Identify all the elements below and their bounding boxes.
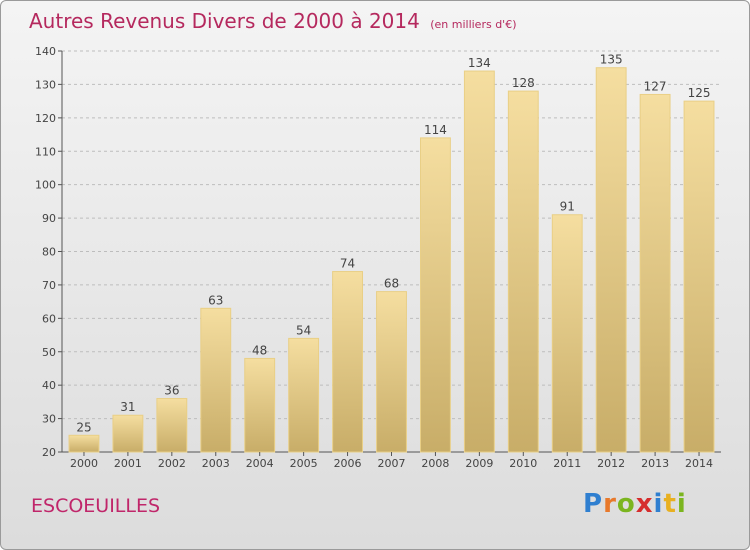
bar <box>156 398 188 453</box>
logo-letter: r <box>603 489 617 519</box>
y-tick-label: 20 <box>42 446 56 459</box>
x-tick-label: 2003 <box>202 457 230 470</box>
x-tick-label: 2007 <box>378 457 406 470</box>
y-tick-label: 60 <box>42 312 56 325</box>
x-tick-label: 2004 <box>246 457 274 470</box>
y-tick-label: 90 <box>42 212 56 225</box>
bar <box>376 291 407 453</box>
x-tick-label: 2002 <box>158 457 186 470</box>
logo-letter: x <box>635 489 654 519</box>
bar <box>551 214 583 453</box>
bar-value-label: 36 <box>164 384 179 398</box>
y-tick-label: 120 <box>35 112 56 125</box>
bar-value-label: 68 <box>384 277 399 291</box>
bar <box>419 137 451 453</box>
x-tick-label: 2012 <box>597 457 625 470</box>
bar-value-label: 91 <box>560 200 575 214</box>
bar-value-label: 125 <box>688 86 711 100</box>
bar <box>200 307 232 453</box>
bar <box>507 90 539 453</box>
logo-letter: P <box>583 489 604 519</box>
x-tick-label: 2000 <box>70 457 98 470</box>
y-tick-label: 40 <box>42 379 56 392</box>
bar <box>288 337 320 453</box>
bar-value-label: 128 <box>512 76 535 90</box>
x-tick-label: 2005 <box>290 457 318 470</box>
bar-value-label: 25 <box>76 420 91 434</box>
proxiti-logo: Proxiti <box>583 489 687 519</box>
bar <box>463 70 495 453</box>
bar <box>595 67 627 453</box>
bar-value-label: 135 <box>600 53 623 67</box>
x-tick-label: 2013 <box>641 457 669 470</box>
commune-name: ESCOEUILLES <box>31 495 161 517</box>
y-tick-label: 140 <box>35 45 56 58</box>
y-tick-label: 50 <box>42 346 56 359</box>
bar-value-label: 127 <box>644 79 667 93</box>
logo-letter: i <box>676 489 687 519</box>
x-tick-label: 2011 <box>553 457 581 470</box>
y-tick-label: 100 <box>35 179 56 192</box>
y-tick-label: 110 <box>35 145 56 158</box>
bar <box>639 93 671 453</box>
x-tick-label: 2006 <box>334 457 362 470</box>
x-tick-label: 2010 <box>509 457 537 470</box>
bar <box>68 434 100 453</box>
x-tick-label: 2014 <box>685 457 713 470</box>
y-tick-label: 70 <box>42 279 56 292</box>
bar-value-label: 48 <box>252 343 267 357</box>
chart-title-unit: (en milliers d'€) <box>430 18 517 31</box>
x-tick-label: 2001 <box>114 457 142 470</box>
x-tick-label: 2009 <box>465 457 493 470</box>
bar-value-label: 54 <box>296 323 311 337</box>
y-tick-label: 80 <box>42 246 56 259</box>
chart-title-main: Autres Revenus Divers de 2000 à 2014 <box>29 9 420 33</box>
bar-value-label: 31 <box>120 400 135 414</box>
y-tick-label: 130 <box>35 78 56 91</box>
bar <box>683 100 715 453</box>
logo-letter: t <box>663 489 677 519</box>
logo-letter: o <box>616 489 636 519</box>
bar <box>112 414 144 453</box>
bar <box>244 357 276 453</box>
chart-title: Autres Revenus Divers de 2000 à 2014 (en… <box>29 9 517 33</box>
bar-value-label: 114 <box>424 123 447 137</box>
bar-value-label: 134 <box>468 56 491 70</box>
logo-letter: i <box>653 489 664 519</box>
bar-value-label: 74 <box>340 257 355 271</box>
bar-value-label: 63 <box>208 293 223 307</box>
x-tick-label: 2008 <box>421 457 449 470</box>
bar <box>332 271 364 453</box>
y-tick-label: 30 <box>42 413 56 426</box>
